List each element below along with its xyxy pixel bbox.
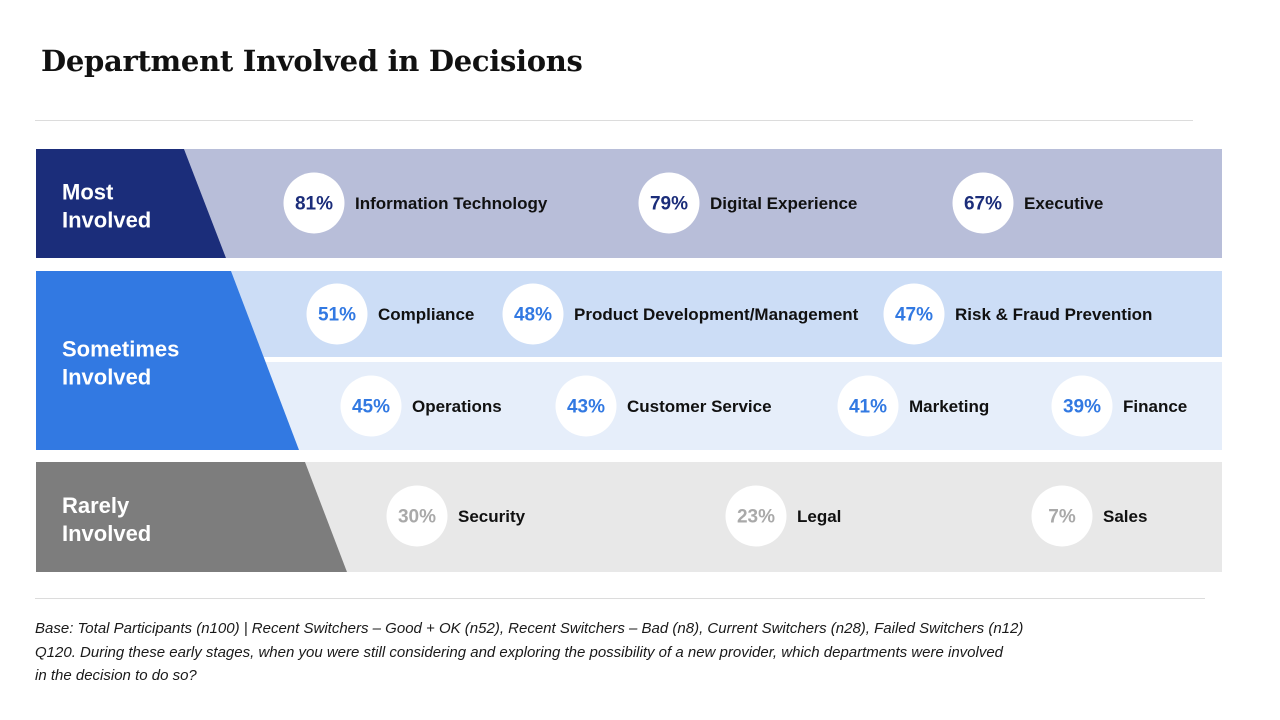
group-0-row-0-item-2-circle bbox=[952, 172, 1014, 234]
group-1-row-1-item-2-label: Marketing bbox=[909, 397, 989, 416]
group-1-row-0-item-2-circle bbox=[883, 283, 945, 345]
group-0-label-line-0: Most bbox=[62, 180, 114, 205]
group-1-row-1-item-1-label: Customer Service bbox=[627, 397, 772, 416]
group-0-row-0-item-0-circle bbox=[283, 172, 345, 234]
group-1-row-0-item-2-value: 47% bbox=[895, 305, 933, 326]
group-2-row-0-item-1-circle bbox=[725, 485, 787, 547]
group-1-row-1-item-0-value: 45% bbox=[352, 397, 390, 418]
group-0-row-0-item-1-value: 79% bbox=[650, 194, 688, 215]
group-1-row-0-item-1-label: Product Development/Management bbox=[574, 305, 859, 324]
group-0-row-0-item-1-label: Digital Experience bbox=[710, 194, 857, 213]
group-1-row-0-background bbox=[231, 271, 1222, 357]
group-1-row-0-item-1-value: 48% bbox=[514, 305, 552, 326]
group-2-label-band bbox=[36, 462, 347, 572]
group-0-row-0-item-0-value: 81% bbox=[295, 194, 333, 215]
group-0-label-line-1: Involved bbox=[62, 208, 151, 233]
group-0-row-0-background bbox=[184, 149, 1222, 258]
page-title: Department Involved in Decisions bbox=[41, 44, 583, 78]
group-1-row-1-item-2-circle bbox=[837, 375, 899, 437]
group-0-row-0-item-1-circle bbox=[638, 172, 700, 234]
group-2-row-0-item-1-value: 23% bbox=[737, 507, 775, 528]
group-0-label-band bbox=[36, 149, 226, 258]
group-1-row-1-item-3-label: Finance bbox=[1123, 397, 1187, 416]
bottom-divider bbox=[35, 598, 1205, 599]
group-1-row-1-item-0-label: Operations bbox=[412, 397, 502, 416]
group-1-label-line-1: Involved bbox=[62, 365, 151, 390]
footnote-question: Q120. During these early stages, when yo… bbox=[35, 643, 1004, 661]
footnote: Base: Total Participants (n100) | Recent… bbox=[35, 617, 1135, 688]
group-2-row-0-item-1-label: Legal bbox=[797, 507, 841, 526]
group-1-row-1-item-0-circle bbox=[340, 375, 402, 437]
group-1-row-1-item-3-circle bbox=[1051, 375, 1113, 437]
group-1-row-1-item-3-value: 39% bbox=[1063, 397, 1101, 418]
group-2-row-0-item-0-circle bbox=[386, 485, 448, 547]
group-1-row-1-item-1-value: 43% bbox=[567, 397, 605, 418]
group-1-row-0-item-1-circle bbox=[502, 283, 564, 345]
group-1-row-0-item-0-label: Compliance bbox=[378, 305, 474, 324]
group-0-row-0-item-2-value: 67% bbox=[964, 194, 1002, 215]
group-2-row-0-item-2-circle bbox=[1031, 485, 1093, 547]
group-0-row-0-item-2-label: Executive bbox=[1024, 194, 1103, 213]
group-1-row-0-item-0-value: 51% bbox=[318, 305, 356, 326]
group-2-row-0-item-2-label: Sales bbox=[1103, 507, 1147, 526]
group-2-row-0-item-0-value: 30% bbox=[398, 507, 436, 528]
footnote-question-cont: in the decision to do so? bbox=[35, 667, 197, 684]
group-1-row-1-background bbox=[265, 362, 1222, 450]
group-1-row-0-item-2-label: Risk & Fraud Prevention bbox=[955, 305, 1152, 324]
footnote-base: Base: Total Participants (n100) | Recent… bbox=[35, 620, 1024, 637]
top-divider bbox=[35, 120, 1193, 121]
group-1-label-line-0: Sometimes bbox=[62, 337, 179, 362]
group-1-row-1-item-1-circle bbox=[555, 375, 617, 437]
group-2-row-0-item-2-value: 7% bbox=[1048, 507, 1076, 528]
group-0-row-0-item-0-label: Information Technology bbox=[355, 194, 548, 213]
group-1-label-band bbox=[36, 271, 299, 450]
group-1-row-1-item-2-value: 41% bbox=[849, 397, 887, 418]
group-2-row-0-item-0-label: Security bbox=[458, 507, 526, 526]
group-2-label-line-0: Rarely bbox=[62, 493, 130, 518]
group-2-label-line-1: Involved bbox=[62, 521, 151, 546]
group-1-row-0-item-0-circle bbox=[306, 283, 368, 345]
